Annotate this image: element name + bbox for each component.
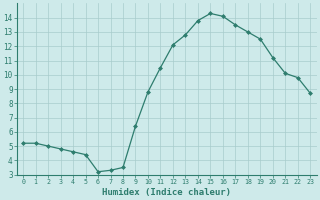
X-axis label: Humidex (Indice chaleur): Humidex (Indice chaleur)	[102, 188, 231, 197]
